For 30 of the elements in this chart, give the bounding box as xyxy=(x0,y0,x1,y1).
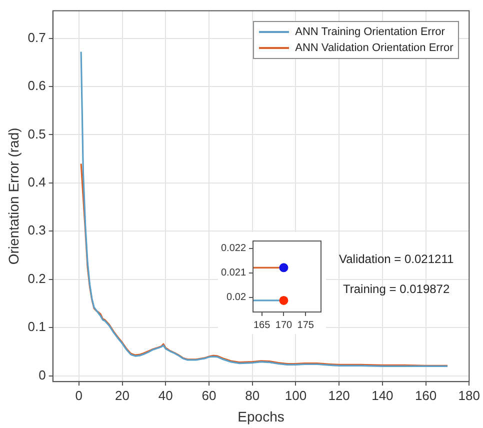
x-tick-label: 60 xyxy=(202,388,216,403)
y-tick-label: 0.3 xyxy=(28,222,46,238)
legend-label: ANN Training Orientation Error xyxy=(295,26,445,38)
annotation: Training = 0.019872 xyxy=(343,282,450,296)
x-tick-label: 160 xyxy=(414,388,437,403)
y-tick-label: 0.4 xyxy=(28,174,46,190)
annotation: Validation = 0.021211 xyxy=(339,252,454,266)
legend-label: ANN Validation Orientation Error xyxy=(295,42,454,54)
y-tick-label: 0.021 xyxy=(220,268,246,279)
y-tick-label: 0.7 xyxy=(28,30,46,45)
x-tick-label: 0 xyxy=(75,388,83,403)
y-tick-label: 0.6 xyxy=(28,78,46,94)
x-tick-label: 175 xyxy=(297,320,314,331)
x-tick-label: 20 xyxy=(115,388,130,403)
x-tick-label: 120 xyxy=(328,388,350,403)
x-tick-label: 40 xyxy=(158,388,173,403)
y-tick-label: 0.02 xyxy=(226,292,246,304)
y-tick-label: 0.1 xyxy=(28,319,46,334)
x-tick-label: 100 xyxy=(284,388,307,403)
x-tick-label: 180 xyxy=(458,388,480,403)
y-tick-label: 0.022 xyxy=(220,243,246,254)
y-tick-label: 0 xyxy=(38,367,46,382)
x-tick-label: 140 xyxy=(372,388,394,403)
x-tick-label: 80 xyxy=(245,388,260,403)
x-axis-title: Epochs xyxy=(238,408,284,424)
x-tick-label: 170 xyxy=(275,320,292,331)
y-tick-label: 0.2 xyxy=(28,270,46,286)
y-axis-title: Orientation Error (rad) xyxy=(5,128,22,265)
x-tick-label: 165 xyxy=(253,320,271,331)
y-tick-label: 0.5 xyxy=(28,126,46,142)
